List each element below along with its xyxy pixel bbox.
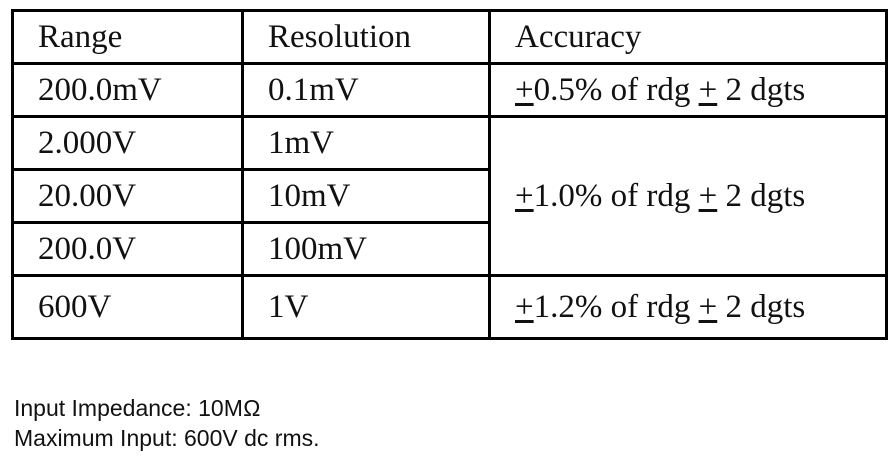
range-cell: 600V: [11, 274, 244, 340]
table-row: 200.0V 100mV: [11, 221, 887, 277]
range-cell: 200.0V: [11, 221, 244, 277]
plus-minus: +: [515, 288, 534, 325]
table-row: 20.00V 10mV: [11, 168, 887, 224]
header-range: Range: [11, 9, 244, 65]
plus-minus: +: [515, 177, 534, 214]
table-row: 2.000V 1mV +1.0% of rdg + 2 dgts: [11, 115, 888, 277]
accuracy-value: 1.2% of rdg: [533, 288, 699, 325]
range-cell: 2.000V: [11, 115, 244, 171]
table-header-row: Range Resolution Accuracy: [11, 9, 888, 65]
plus-minus: +: [698, 71, 718, 108]
range-cell: 20.00V: [11, 168, 244, 224]
table-row: 600V 1V +1.2% of rdg + 2 dgts: [11, 274, 888, 340]
accuracy-cell: +1.2% of rdg + 2 dgts: [488, 274, 888, 340]
header-resolution: Resolution: [241, 9, 491, 65]
resolution-cell: 0.1mV: [241, 62, 491, 118]
resolution-cell: 100mV: [241, 221, 491, 277]
table-row: 200.0mV 0.1mV +0.5% of rdg + 2 dgts: [11, 62, 888, 118]
resolution-cell: 1V: [241, 274, 491, 340]
plus-minus: +: [698, 288, 718, 325]
range-cell: 200.0mV: [11, 62, 244, 118]
accuracy-cell: +0.5% of rdg + 2 dgts: [488, 62, 888, 118]
resolution-cell: 1mV: [241, 115, 491, 171]
resolution-cell: 10mV: [241, 168, 491, 224]
plus-minus: +: [515, 71, 534, 108]
accuracy-digits: 2 dgts: [717, 177, 806, 214]
header-accuracy: Accuracy: [488, 9, 888, 65]
input-impedance-note: Input Impedance: 10MΩ: [14, 395, 261, 421]
accuracy-cell: +1.0% of rdg + 2 dgts: [488, 115, 888, 277]
spec-notes: Input Impedance: 10MΩ Maximum Input: 600…: [14, 393, 320, 453]
accuracy-digits: 2 dgts: [717, 288, 806, 325]
accuracy-value: 1.0% of rdg: [533, 177, 699, 214]
accuracy-digits: 2 dgts: [717, 71, 806, 108]
maximum-input-note: Maximum Input: 600V dc rms.: [14, 425, 320, 451]
specifications-table: Range Resolution Accuracy 200.0mV 0.1mV …: [11, 9, 888, 340]
accuracy-value: 0.5% of rdg: [533, 71, 699, 108]
plus-minus: +: [698, 177, 718, 214]
